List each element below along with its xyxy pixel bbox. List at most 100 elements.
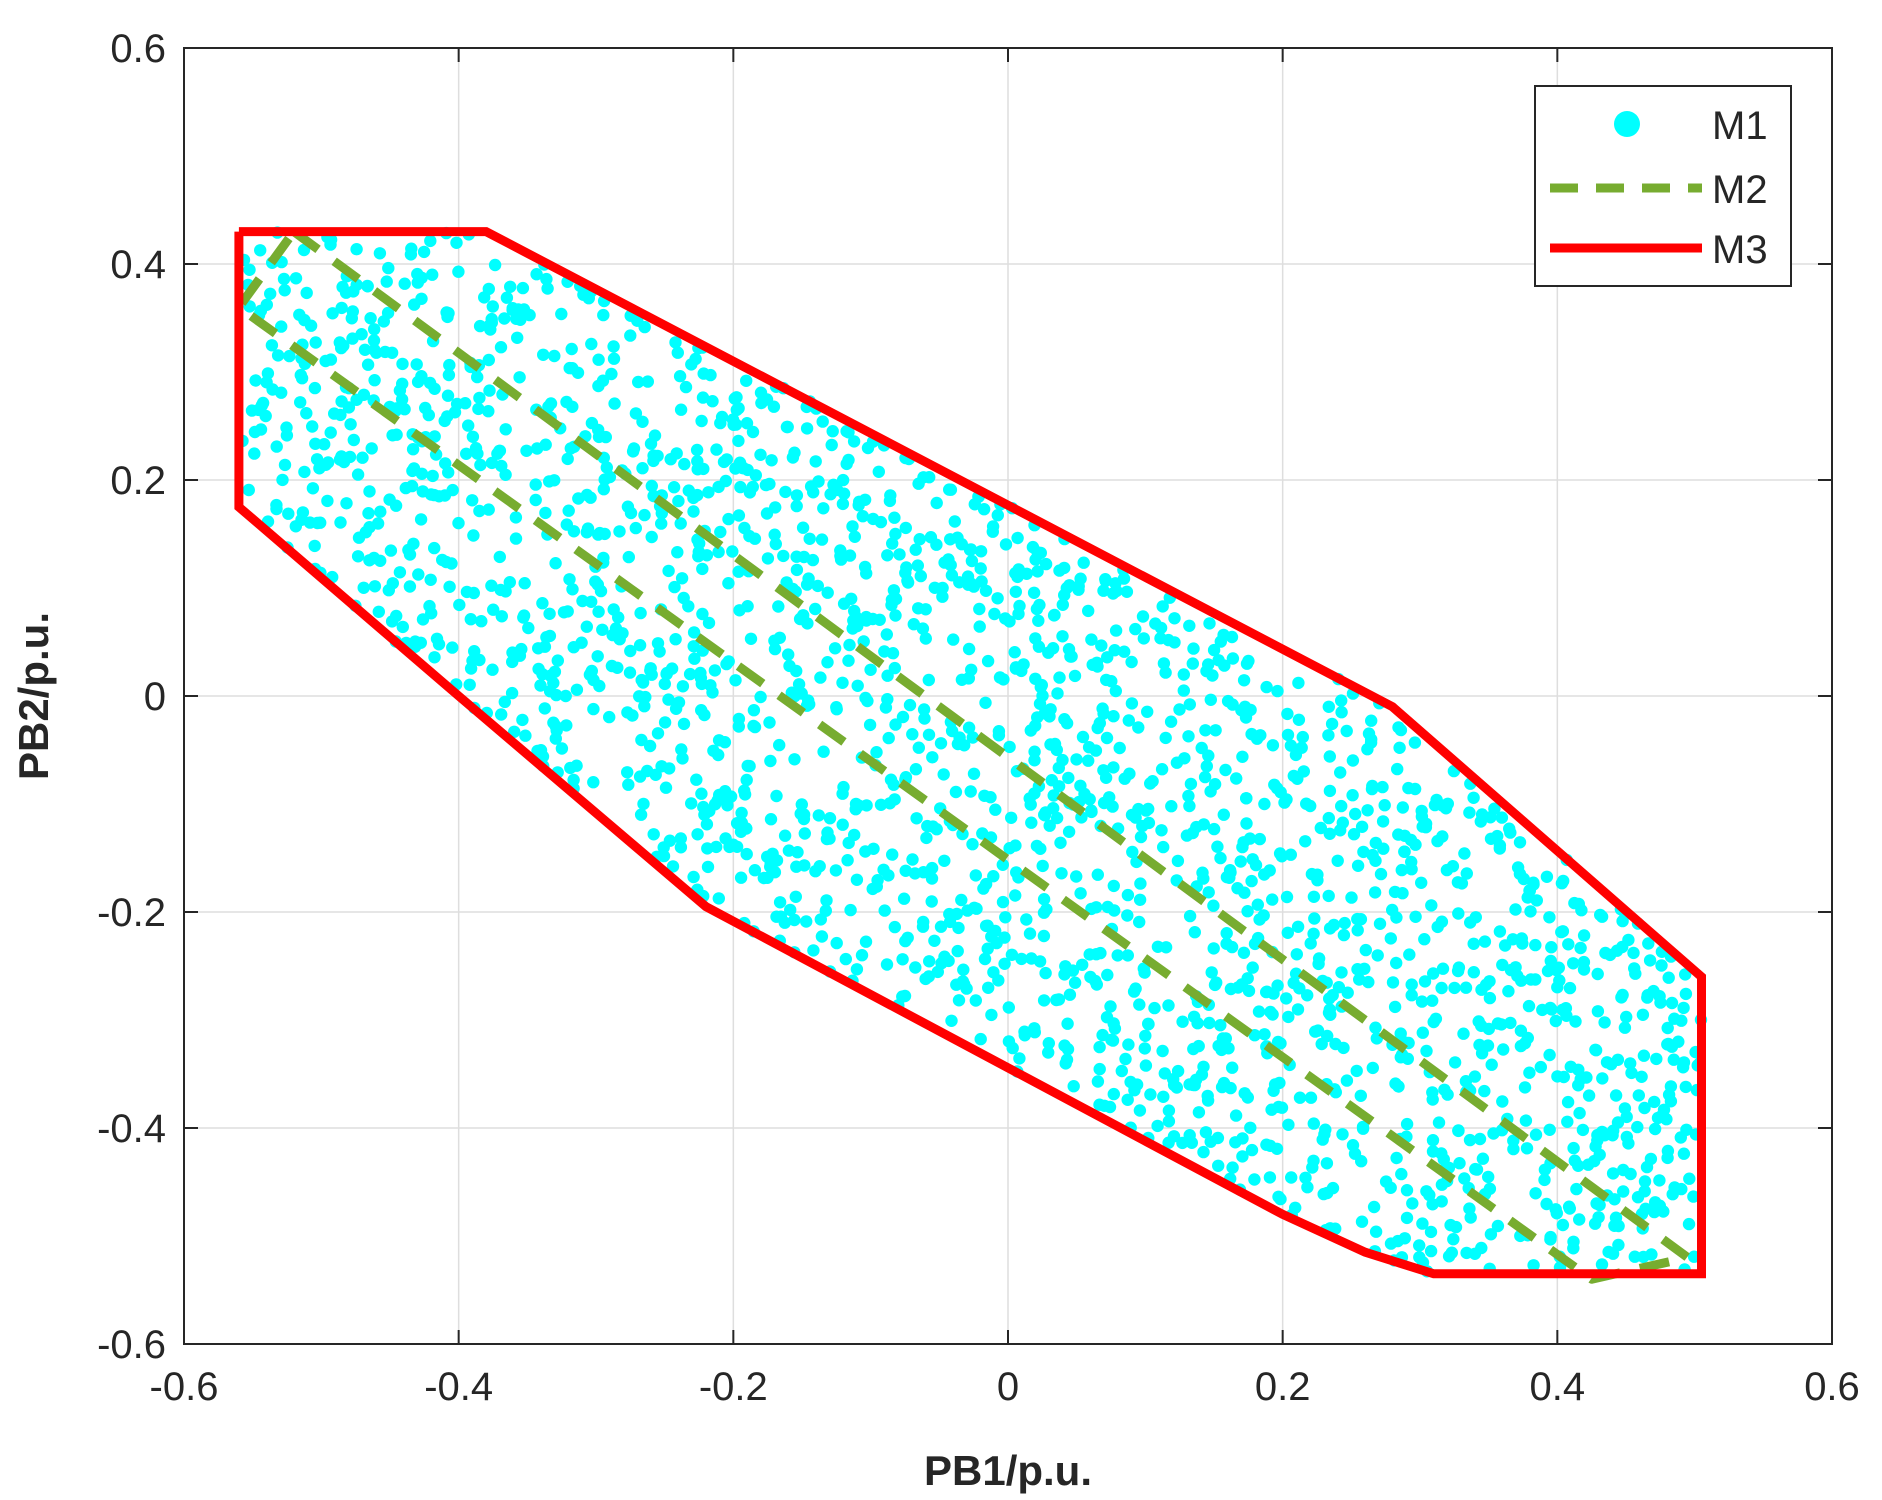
m1-point	[1280, 793, 1293, 806]
m1-point	[1448, 981, 1461, 995]
m1-point	[1034, 842, 1047, 855]
m1-point	[1183, 619, 1196, 632]
m1-point	[981, 942, 994, 955]
m1-point	[1427, 967, 1440, 980]
m1-point	[1493, 839, 1507, 852]
m1-point	[798, 827, 811, 840]
m1-point	[498, 695, 511, 709]
m1-point	[950, 907, 963, 921]
m1-point	[695, 414, 708, 428]
m1-point	[472, 402, 485, 416]
m1-point	[1445, 1246, 1459, 1259]
m1-point	[335, 301, 348, 315]
m1-point	[985, 1008, 998, 1022]
m1-point	[1598, 1016, 1611, 1029]
m1-point	[515, 642, 528, 656]
m1-point	[385, 346, 399, 359]
m1-point	[1475, 983, 1488, 996]
m1-point	[885, 598, 898, 612]
m1-point	[918, 712, 931, 725]
m1-point	[585, 595, 598, 608]
m1-point	[728, 392, 741, 405]
m1-point	[1504, 826, 1517, 839]
m1-point	[473, 319, 487, 333]
m1-point	[809, 865, 822, 878]
m1-point	[585, 337, 598, 351]
m1-point	[896, 710, 910, 724]
m1-point	[1334, 824, 1347, 837]
m1-point	[1275, 1101, 1289, 1114]
m1-point	[714, 525, 727, 539]
m1-point	[1217, 1076, 1231, 1090]
m1-point	[498, 312, 511, 325]
m1-point	[1220, 937, 1233, 950]
m1-point	[1101, 900, 1114, 914]
m1-point	[791, 846, 804, 859]
m1-point	[1183, 698, 1197, 711]
m1-point	[1331, 854, 1344, 867]
m1-point	[1187, 642, 1200, 655]
m1-point	[1258, 797, 1271, 811]
m1-point	[815, 533, 829, 546]
m1-point	[836, 787, 849, 800]
m1-point	[672, 494, 685, 508]
m1-point	[1391, 762, 1404, 776]
m1-point	[671, 546, 684, 559]
m1-point	[859, 935, 873, 948]
m1-point	[460, 447, 473, 460]
m1-point	[542, 400, 555, 413]
m1-point	[836, 473, 850, 487]
m1-point	[1212, 1159, 1225, 1173]
m1-point	[1664, 1095, 1678, 1108]
m1-point	[482, 503, 495, 516]
m1-point	[1122, 714, 1136, 727]
m1-point	[770, 910, 783, 923]
m1-point	[592, 528, 605, 541]
m1-point	[270, 440, 283, 453]
m1-point	[531, 744, 544, 758]
m1-point	[309, 336, 322, 349]
m1-point	[1036, 859, 1049, 873]
m1-point	[937, 768, 950, 781]
m1-point	[282, 507, 295, 520]
legend-m2-label: M2	[1712, 168, 1768, 212]
m1-point	[321, 494, 334, 508]
m1-point	[634, 606, 647, 620]
m1-point	[1444, 1218, 1457, 1232]
y-tick-label: -0.4	[97, 1107, 166, 1151]
m1-point	[613, 525, 626, 538]
m1-point	[1170, 874, 1183, 887]
m3-line	[234, 227, 1706, 1279]
m1-point	[363, 521, 376, 534]
m1-point	[314, 516, 327, 529]
m1-point	[1115, 1064, 1129, 1078]
m1-point	[990, 936, 1003, 950]
m1-point	[540, 272, 553, 286]
m1-point	[695, 787, 708, 800]
m1-point	[1322, 889, 1335, 903]
m1-point	[685, 797, 698, 810]
m1-point	[1058, 713, 1071, 726]
m1-point	[1024, 798, 1037, 811]
m1-point	[1211, 840, 1224, 853]
m1-point	[872, 465, 885, 478]
m1-point	[1122, 1038, 1135, 1051]
m1-point	[482, 353, 495, 367]
m1-point	[1545, 941, 1558, 954]
m1-point	[1292, 676, 1305, 690]
m1-point	[482, 282, 495, 296]
legend-m1-label: M1	[1712, 104, 1768, 148]
m1-point	[788, 913, 801, 927]
m1-point	[706, 395, 719, 408]
m1-point	[324, 238, 337, 251]
m1-point	[754, 690, 767, 704]
m1-point	[1091, 868, 1105, 881]
m1-point	[634, 808, 648, 821]
m1-point	[706, 686, 719, 699]
m1-point	[1146, 775, 1159, 788]
m1-point	[1246, 961, 1259, 974]
m1-point	[1426, 1093, 1439, 1106]
m1-point	[1093, 1040, 1106, 1054]
m1-point	[597, 483, 610, 496]
x-tick-label: 0.6	[1804, 1365, 1860, 1409]
